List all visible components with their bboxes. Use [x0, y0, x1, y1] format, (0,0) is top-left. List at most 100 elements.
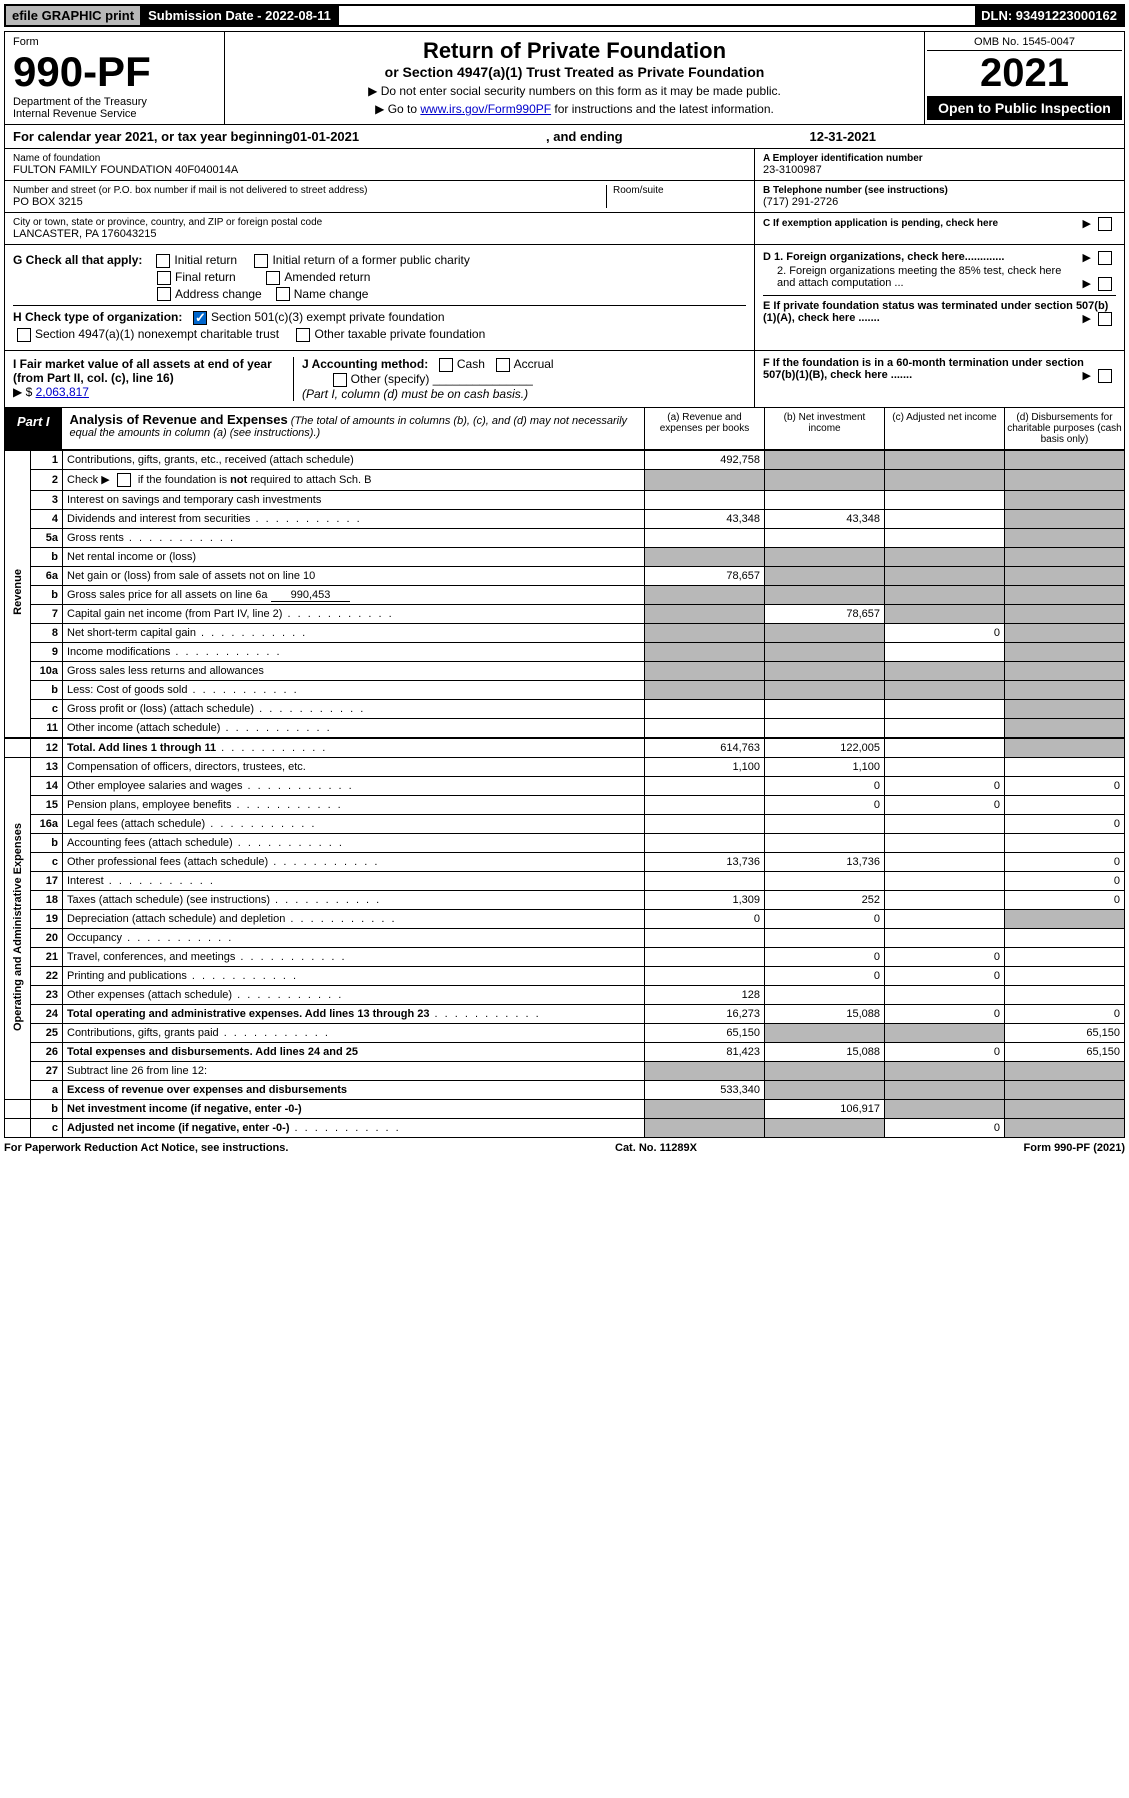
- r2-checkbox[interactable]: [117, 473, 131, 487]
- r7-desc: Capital gain net income (from Part IV, l…: [63, 604, 645, 623]
- r20-desc: Occupancy: [63, 928, 645, 947]
- r12-desc: Total. Add lines 1 through 11: [63, 738, 645, 758]
- r5a-desc: Gross rents: [63, 528, 645, 547]
- r3-desc: Interest on savings and temporary cash i…: [63, 490, 645, 509]
- cal-begin: 01-01-2021: [293, 129, 360, 144]
- c-checkbox[interactable]: [1098, 217, 1112, 231]
- d2-checkbox[interactable]: [1098, 277, 1112, 291]
- f-checkbox[interactable]: [1098, 369, 1112, 383]
- page-footer: For Paperwork Reduction Act Notice, see …: [4, 1142, 1125, 1154]
- r17-d: 0: [1005, 871, 1125, 890]
- r25-a: 65,150: [645, 1023, 765, 1042]
- r27a-a: 533,340: [645, 1080, 765, 1099]
- part1-header: Part I Analysis of Revenue and Expenses …: [4, 408, 1125, 450]
- g-amended-checkbox[interactable]: [266, 271, 280, 285]
- header-title-block: Return of Private Foundation or Section …: [225, 32, 924, 124]
- r1-a: 492,758: [645, 450, 765, 469]
- row-1: Revenue 1 Contributions, gifts, grants, …: [5, 450, 1125, 469]
- name-label: Name of foundation: [13, 153, 746, 164]
- i-value-link[interactable]: 2,063,817: [36, 385, 89, 399]
- form-note2: ▶ Go to www.irs.gov/Form990PF for instru…: [231, 102, 918, 116]
- omb-number: OMB No. 1545-0047: [927, 34, 1122, 51]
- room-label: Room/suite: [613, 185, 746, 196]
- r17-desc: Interest: [63, 871, 645, 890]
- j-cash-checkbox[interactable]: [439, 358, 453, 372]
- r26-d: 65,150: [1005, 1042, 1125, 1061]
- f-right: F If the foundation is in a 60-month ter…: [754, 351, 1124, 407]
- r21-desc: Travel, conferences, and meetings: [63, 947, 645, 966]
- column-headers: (a) Revenue and expenses per books (b) N…: [644, 408, 1124, 449]
- footer-mid: Cat. No. 11289X: [615, 1142, 697, 1154]
- form-note1: ▶ Do not enter social security numbers o…: [231, 84, 918, 98]
- r19-b: 0: [765, 909, 885, 928]
- r6b-desc: Gross sales price for all assets on line…: [63, 585, 645, 604]
- r27c-desc: Adjusted net income (if negative, enter …: [63, 1118, 645, 1137]
- h-501c3-checkbox[interactable]: [193, 311, 207, 325]
- c-cell: C If exemption application is pending, c…: [755, 213, 1124, 233]
- r16a-d: 0: [1005, 814, 1125, 833]
- revenue-side-label: Revenue: [5, 450, 31, 738]
- r16c-a: 13,736: [645, 852, 765, 871]
- r14-desc: Other employee salaries and wages: [63, 776, 645, 795]
- h-other: Other taxable private foundation: [314, 327, 485, 341]
- r21-b: 0: [765, 947, 885, 966]
- j-other-checkbox[interactable]: [333, 373, 347, 387]
- g-addr-checkbox[interactable]: [157, 287, 171, 301]
- r6a-desc: Net gain or (loss) from sale of assets n…: [63, 566, 645, 585]
- calendar-year-row: For calendar year 2021, or tax year begi…: [4, 125, 1125, 149]
- r18-desc: Taxes (attach schedule) (see instruction…: [63, 890, 645, 909]
- r26-desc: Total expenses and disbursements. Add li…: [63, 1042, 645, 1061]
- r4-b: 43,348: [765, 509, 885, 528]
- footer-left: For Paperwork Reduction Act Notice, see …: [4, 1142, 288, 1154]
- e-checkbox[interactable]: [1098, 312, 1112, 326]
- form-link[interactable]: www.irs.gov/Form990PF: [420, 102, 551, 116]
- j-cash: Cash: [457, 357, 485, 371]
- r14-b: 0: [765, 776, 885, 795]
- part1-title: Analysis of Revenue and Expenses: [70, 412, 288, 427]
- r6a-a: 78,657: [645, 566, 765, 585]
- g-name-checkbox[interactable]: [276, 287, 290, 301]
- addr-cell: Number and street (or P.O. box number if…: [5, 181, 754, 213]
- j-note: (Part I, column (d) must be on cash basi…: [302, 387, 528, 401]
- r25-d: 65,150: [1005, 1023, 1125, 1042]
- r26-c: 0: [885, 1042, 1005, 1061]
- col-b-hdr: (b) Net investment income: [764, 408, 884, 449]
- g-initial-former-checkbox[interactable]: [254, 254, 268, 268]
- open-public: Open to Public Inspection: [927, 96, 1122, 120]
- r4-desc: Dividends and interest from securities: [63, 509, 645, 528]
- r2-desc: Check ▶ if the foundation is not require…: [67, 474, 371, 486]
- r23-desc: Other expenses (attach schedule): [63, 985, 645, 1004]
- h-other-checkbox[interactable]: [296, 328, 310, 342]
- j-accrual-checkbox[interactable]: [496, 358, 510, 372]
- note2-post: for instructions and the latest informat…: [554, 102, 773, 116]
- h-4947-checkbox[interactable]: [17, 328, 31, 342]
- addr-label: Number and street (or P.O. box number if…: [13, 185, 606, 196]
- r16a-desc: Legal fees (attach schedule): [63, 814, 645, 833]
- r27a-desc: Excess of revenue over expenses and disb…: [63, 1080, 645, 1099]
- city-value: LANCASTER, PA 176043215: [13, 228, 746, 240]
- d1-checkbox[interactable]: [1098, 251, 1112, 265]
- r14-c: 0: [885, 776, 1005, 795]
- g-section: G Check all that apply: Initial return I…: [4, 245, 1125, 351]
- r22-b: 0: [765, 966, 885, 985]
- tel-value: (717) 291-2726: [763, 196, 1116, 208]
- g-initial: Initial return: [174, 253, 237, 267]
- r24-d: 0: [1005, 1004, 1125, 1023]
- g-initial-checkbox[interactable]: [156, 254, 170, 268]
- ein-cell: A Employer identification number 23-3100…: [755, 149, 1124, 181]
- form-number: 990-PF: [13, 48, 216, 96]
- cal-pre: For calendar year 2021, or tax year begi…: [13, 129, 293, 144]
- footer-right: Form 990-PF (2021): [1024, 1142, 1126, 1154]
- foundation-name: FULTON FAMILY FOUNDATION 40F040014A: [13, 164, 746, 176]
- expenses-side-label: Operating and Administrative Expenses: [5, 757, 31, 1099]
- info-grid: Name of foundation FULTON FAMILY FOUNDAT…: [4, 149, 1125, 245]
- form-label: Form: [13, 36, 216, 48]
- g-final-checkbox[interactable]: [157, 271, 171, 285]
- info-left: Name of foundation FULTON FAMILY FOUNDAT…: [5, 149, 754, 244]
- h-4947: Section 4947(a)(1) nonexempt charitable …: [35, 327, 279, 341]
- r18-a: 1,309: [645, 890, 765, 909]
- r15-desc: Pension plans, employee benefits: [63, 795, 645, 814]
- r26-b: 15,088: [765, 1042, 885, 1061]
- addr-value: PO BOX 3215: [13, 196, 606, 208]
- c-label: C If exemption application is pending, c…: [763, 218, 998, 229]
